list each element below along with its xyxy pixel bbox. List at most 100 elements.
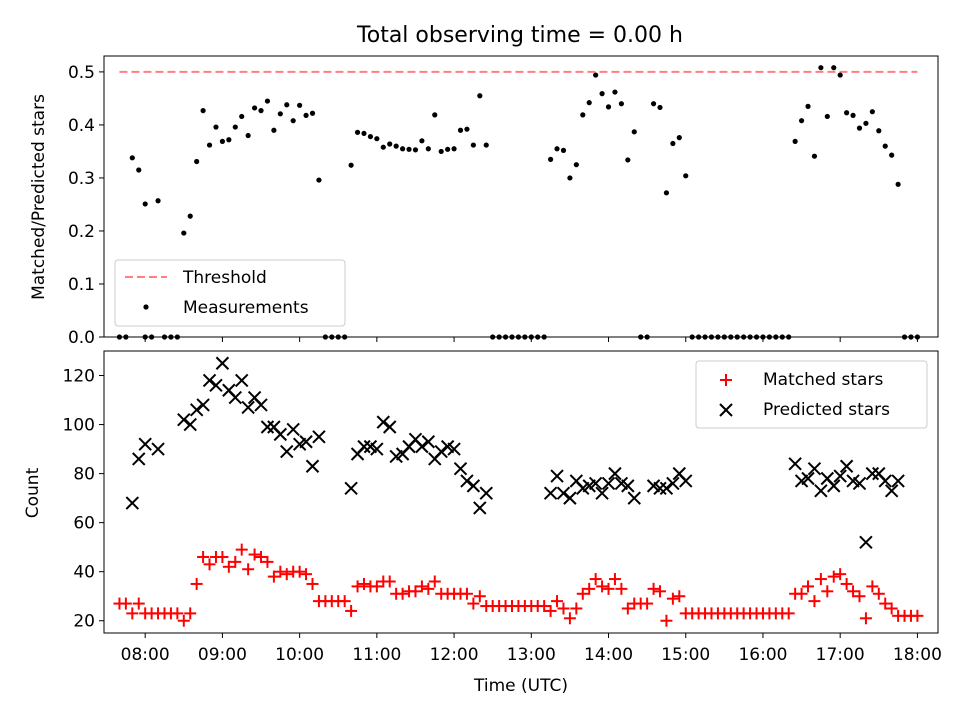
matched-star-marker: [255, 550, 268, 563]
matched-star-marker: [197, 550, 210, 563]
predicted-star-marker: [415, 439, 429, 454]
marker-stroke: [280, 444, 294, 459]
measurement-point: [676, 135, 682, 141]
measurement-point: [670, 140, 676, 147]
measurement-point: [457, 127, 464, 133]
matched-star-marker: [814, 573, 827, 586]
predicted-star-marker: [473, 501, 487, 515]
marker-stroke: [679, 474, 693, 488]
predicted-star-marker: [228, 390, 242, 405]
matched-star-marker: [222, 560, 235, 573]
matched-star-marker: [602, 582, 615, 595]
y-tick-label: 0.1: [68, 275, 95, 295]
predicted-star-marker: [679, 474, 693, 488]
measurement-point: [264, 98, 271, 104]
predicted-star-marker: [807, 461, 822, 476]
measurement-point: [393, 143, 399, 149]
predicted-star-marker: [788, 457, 802, 471]
marker-stroke: [466, 479, 481, 493]
predicted-star-marker: [273, 427, 288, 442]
legend-predicted-swatch: [719, 403, 733, 417]
marker-stroke: [434, 444, 448, 459]
marker-stroke: [601, 476, 616, 491]
predicted-star-marker: [286, 422, 300, 437]
matched-star-marker: [383, 575, 396, 588]
matched-star-marker: [621, 602, 634, 615]
matched-star-marker: [126, 607, 139, 620]
matched-star-marker: [654, 585, 666, 598]
marker-stroke: [344, 481, 358, 496]
matched-star-marker: [544, 604, 557, 617]
measurement-point: [284, 102, 290, 108]
marker-stroke: [872, 466, 886, 481]
matched-star-marker: [847, 585, 860, 598]
marker-stroke: [363, 439, 378, 454]
marker-stroke: [440, 439, 455, 454]
measurement-point: [856, 125, 863, 131]
measurement-point: [187, 213, 193, 219]
measurement-point: [387, 141, 393, 147]
measurement-point: [580, 112, 586, 118]
marker-stroke: [788, 457, 802, 471]
measurement-point: [895, 181, 901, 187]
bottom-x-axis: 08:00 09:00 10:00 11:00 12:00 13:00 14:00 15:00…: [121, 633, 942, 665]
x-tick-label: 17:00: [816, 645, 865, 665]
marker-stroke: [827, 479, 841, 493]
measurement-point: [850, 112, 856, 118]
measurement-point: [573, 162, 579, 168]
predicted-star-marker: [543, 486, 558, 500]
x-tick-label: 11:00: [352, 645, 401, 665]
predicted-star-marker: [209, 378, 223, 393]
marker-stroke: [260, 420, 275, 434]
legend-matched-label: Matched stars: [763, 370, 883, 390]
predicted-star-marker: [479, 486, 493, 500]
measurement-point: [548, 156, 554, 162]
marker-stroke: [839, 459, 854, 473]
predicted-star-marker: [878, 474, 892, 488]
marker-stroke: [267, 420, 281, 434]
measurement-point: [361, 130, 367, 137]
matched-star-marker: [608, 573, 621, 586]
measurement-point: [650, 101, 657, 107]
bottom-y-axis-label: Count: [23, 467, 43, 518]
predicted-star-marker: [884, 484, 899, 498]
matched-star-marker: [583, 582, 596, 595]
matched-star-marker: [647, 582, 660, 595]
predicted-star-marker: [659, 481, 674, 496]
predicted-star-marker: [434, 444, 448, 459]
matched-star-marker: [235, 543, 248, 556]
top-y-axis: 0.0 0.1 0.2 0.3 0.4 0.5: [68, 63, 918, 348]
measurement-point: [792, 138, 798, 144]
marker-stroke: [859, 535, 873, 549]
matched-star-marker: [570, 602, 583, 615]
marker-stroke: [357, 439, 371, 454]
matched-star-marker: [338, 595, 351, 608]
marker-stroke: [646, 479, 661, 493]
predicted-star-marker: [312, 430, 326, 444]
matched-star-marker: [660, 614, 673, 627]
marker-stroke: [453, 461, 468, 476]
measurement-point: [811, 153, 818, 159]
matched-star-marker: [641, 597, 654, 610]
matched-star-marker: [274, 565, 287, 578]
predicted-star-marker: [601, 476, 616, 491]
predicted-star-marker: [202, 373, 217, 388]
marker-stroke: [878, 474, 892, 488]
marker-stroke: [543, 486, 558, 500]
x-tick-label: 13:00: [507, 645, 556, 665]
marker-stroke: [653, 481, 667, 496]
matched-star-marker: [261, 555, 274, 568]
matched-star-marker: [300, 568, 313, 581]
predicted-star-marker: [608, 466, 622, 481]
marker-stroke: [621, 479, 635, 493]
matched-star-marker: [229, 555, 242, 568]
marker-stroke: [125, 496, 140, 510]
matched-star-marker: [879, 597, 892, 610]
matched-star-marker: [673, 590, 686, 603]
marker-stroke: [460, 474, 474, 488]
top-axes-frame: [103, 55, 939, 338]
legend-measurements-label: Measurements: [183, 298, 309, 318]
marker-stroke: [215, 356, 230, 370]
predicted-star-marker: [595, 486, 609, 500]
matched-star-marker: [834, 568, 847, 581]
